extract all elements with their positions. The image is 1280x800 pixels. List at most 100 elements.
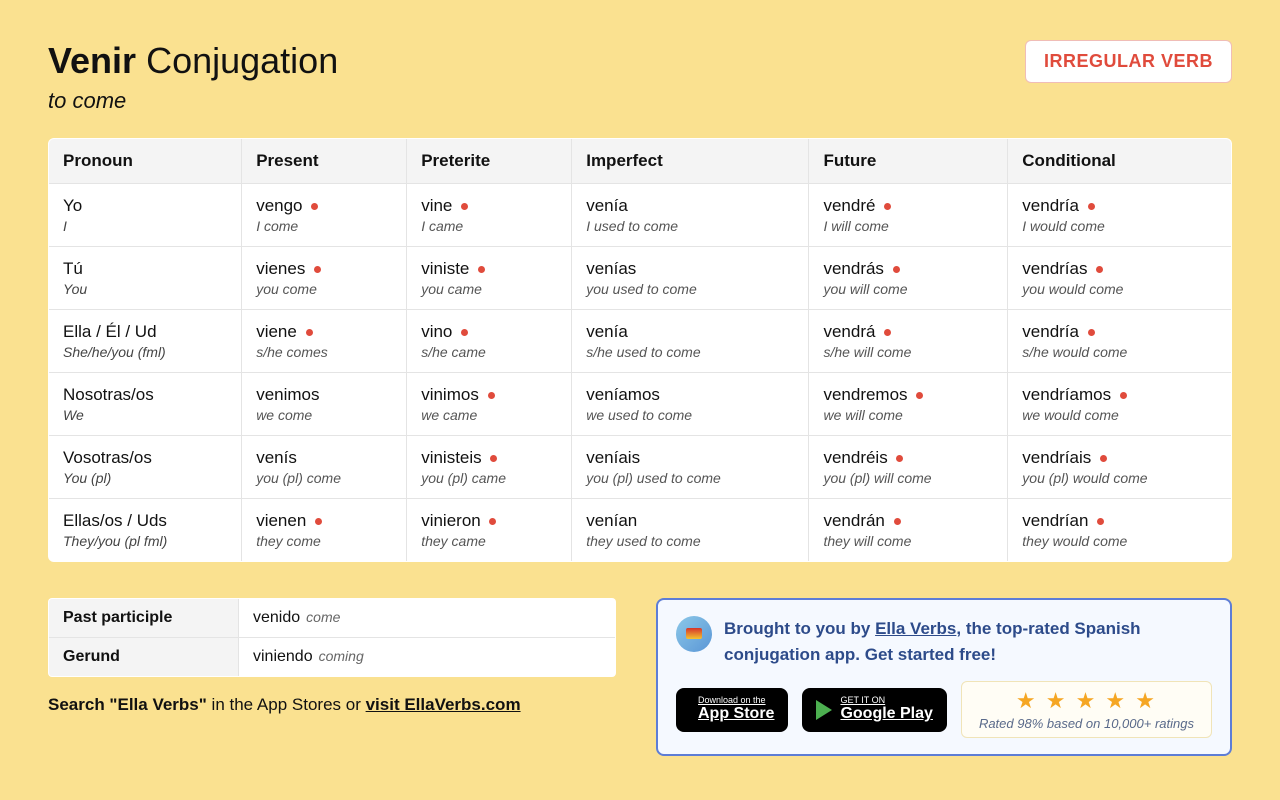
column-header: Pronoun <box>49 139 242 184</box>
conjugation-cell: vendréis you (pl) will come <box>809 436 1008 499</box>
irregular-dot-icon <box>884 329 891 336</box>
irregular-dot-icon <box>461 329 468 336</box>
conjugation-cell: vinieron they came <box>407 499 572 562</box>
conjugation-cell: venísyou (pl) come <box>242 436 407 499</box>
irregular-dot-icon <box>1088 329 1095 336</box>
conjugation-cell: vendrías you would come <box>1008 247 1232 310</box>
irregular-dot-icon <box>306 329 313 336</box>
conjugation-cell: viene s/he comes <box>242 310 407 373</box>
conjugation-cell: vendríamos we would come <box>1008 373 1232 436</box>
conjugation-cell: venías/he used to come <box>572 310 809 373</box>
table-row: Ella / Él / UdShe/he/you (fml)viene s/he… <box>49 310 1232 373</box>
conjugation-cell: vine I came <box>407 184 572 247</box>
play-small: GET IT ON <box>840 696 932 705</box>
promo-box: Brought to you by Ella Verbs, the top-ra… <box>656 598 1232 756</box>
search-hint: Search "Ella Verbs" in the App Stores or… <box>48 695 616 715</box>
participle-row: Gerundviniendocoming <box>49 638 616 677</box>
title-suffix: Conjugation <box>136 40 338 81</box>
conjugation-cell: vendremos we will come <box>809 373 1008 436</box>
conjugation-cell: vendrán they will come <box>809 499 1008 562</box>
promo-link[interactable]: Ella Verbs <box>875 619 956 638</box>
verb-name: Venir <box>48 40 136 81</box>
irregular-dot-icon <box>315 518 322 525</box>
verb-translation: to come <box>48 88 338 114</box>
conjugation-cell: vendría I would come <box>1008 184 1232 247</box>
conjugation-cell: vengo I come <box>242 184 407 247</box>
conjugation-cell: venimoswe come <box>242 373 407 436</box>
pronoun-cell: Nosotras/osWe <box>49 373 242 436</box>
table-row: YoIvengo I comevine I cameveníaI used to… <box>49 184 1232 247</box>
conjugation-cell: vendré I will come <box>809 184 1008 247</box>
appstore-button[interactable]: Download on the App Store <box>676 688 788 732</box>
table-row: Nosotras/osWevenimoswe comevinimos we ca… <box>49 373 1232 436</box>
table-row: Ellas/os / UdsThey/you (pl fml)vienen th… <box>49 499 1232 562</box>
irregular-dot-icon <box>489 518 496 525</box>
play-icon <box>816 700 832 720</box>
irregular-badge: IRREGULAR VERB <box>1025 40 1232 83</box>
irregular-dot-icon <box>461 203 468 210</box>
table-row: TúYouvienes you comeviniste you camevení… <box>49 247 1232 310</box>
pronoun-cell: Ella / Él / UdShe/he/you (fml) <box>49 310 242 373</box>
promo-text: Brought to you by Ella Verbs, the top-ra… <box>724 616 1212 667</box>
column-header: Preterite <box>407 139 572 184</box>
conjugation-cell: vino s/he came <box>407 310 572 373</box>
rating-box: ★ ★ ★ ★ ★ Rated 98% based on 10,000+ rat… <box>961 681 1212 738</box>
irregular-dot-icon <box>894 518 901 525</box>
participle-label: Past participle <box>49 599 239 638</box>
pronoun-cell: Vosotras/osYou (pl) <box>49 436 242 499</box>
pronoun-cell: Ellas/os / UdsThey/you (pl fml) <box>49 499 242 562</box>
app-icon <box>676 616 712 652</box>
irregular-dot-icon <box>893 266 900 273</box>
column-header: Future <box>809 139 1008 184</box>
googleplay-button[interactable]: GET IT ON Google Play <box>802 688 946 732</box>
conjugation-cell: viniste you came <box>407 247 572 310</box>
appstore-big: App Store <box>698 705 774 723</box>
page-title: Venir Conjugation <box>48 40 338 82</box>
search-prefix: Search "Ella Verbs" <box>48 695 212 714</box>
irregular-dot-icon <box>884 203 891 210</box>
irregular-dot-icon <box>1088 203 1095 210</box>
table-row: Vosotras/osYou (pl)venísyou (pl) comevin… <box>49 436 1232 499</box>
irregular-dot-icon <box>1100 455 1107 462</box>
conjugation-cell: veníamoswe used to come <box>572 373 809 436</box>
play-big: Google Play <box>840 705 932 723</box>
star-icons: ★ ★ ★ ★ ★ <box>972 688 1201 714</box>
conjugation-cell: veníasyou used to come <box>572 247 809 310</box>
participle-value: venidocome <box>239 599 616 638</box>
column-header: Present <box>242 139 407 184</box>
participles-table: Past participlevenidocomeGerundviniendoc… <box>48 598 616 677</box>
pronoun-cell: TúYou <box>49 247 242 310</box>
conjugation-cell: veníaI used to come <box>572 184 809 247</box>
participle-row: Past participlevenidocome <box>49 599 616 638</box>
conjugation-cell: veníanthey used to come <box>572 499 809 562</box>
conjugation-table: PronounPresentPreteriteImperfectFutureCo… <box>48 138 1232 562</box>
conjugation-cell: vinimos we came <box>407 373 572 436</box>
conjugation-cell: vienes you come <box>242 247 407 310</box>
irregular-dot-icon <box>896 455 903 462</box>
column-header: Imperfect <box>572 139 809 184</box>
column-header: Conditional <box>1008 139 1232 184</box>
conjugation-cell: vendrá s/he will come <box>809 310 1008 373</box>
visit-link[interactable]: visit EllaVerbs.com <box>366 695 521 714</box>
promo-prefix: Brought to you by <box>724 619 875 638</box>
participle-label: Gerund <box>49 638 239 677</box>
irregular-dot-icon <box>1097 518 1104 525</box>
irregular-dot-icon <box>490 455 497 462</box>
participle-value: viniendocoming <box>239 638 616 677</box>
irregular-dot-icon <box>1120 392 1127 399</box>
irregular-dot-icon <box>311 203 318 210</box>
conjugation-cell: vendrían they would come <box>1008 499 1232 562</box>
irregular-dot-icon <box>916 392 923 399</box>
appstore-small: Download on the <box>698 696 774 705</box>
conjugation-cell: vinisteis you (pl) came <box>407 436 572 499</box>
irregular-dot-icon <box>314 266 321 273</box>
search-mid: in the App Stores or <box>212 695 366 714</box>
conjugation-cell: vendríais you (pl) would come <box>1008 436 1232 499</box>
rating-text: Rated 98% based on 10,000+ ratings <box>972 716 1201 731</box>
irregular-dot-icon <box>488 392 495 399</box>
conjugation-cell: vendrás you will come <box>809 247 1008 310</box>
conjugation-cell: vienen they come <box>242 499 407 562</box>
irregular-dot-icon <box>1096 266 1103 273</box>
irregular-dot-icon <box>478 266 485 273</box>
conjugation-cell: vendría s/he would come <box>1008 310 1232 373</box>
